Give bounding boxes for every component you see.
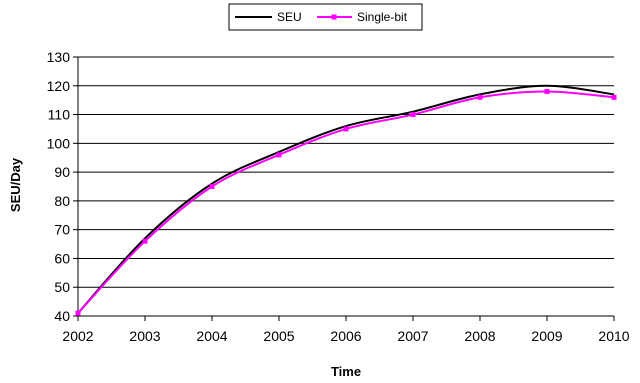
x-axis-label: Time <box>331 364 361 379</box>
data-point <box>343 126 349 132</box>
legend-single-bit-label: Single-bit <box>357 10 408 24</box>
y-tick-label: 70 <box>54 222 70 238</box>
y-tick-label: 40 <box>54 308 70 324</box>
data-point <box>75 310 81 316</box>
series-seu <box>77 84 615 314</box>
y-tick-label: 100 <box>47 135 71 151</box>
legend: SEU Single-bit <box>228 3 423 31</box>
data-point <box>544 89 550 95</box>
x-tick-label: 2002 <box>62 328 93 344</box>
y-tick-label: 50 <box>54 279 70 295</box>
x-tick-label: 2009 <box>531 328 562 344</box>
data-point <box>410 112 416 118</box>
series-layer <box>75 84 617 316</box>
x-tick-label: 2007 <box>397 328 428 344</box>
y-tick-labels: 40 50 60 70 80 90 100 110 120 130 <box>47 49 78 324</box>
x-tick-label: 2003 <box>129 328 160 344</box>
data-point <box>209 184 215 189</box>
x-tick-label: 2010 <box>598 328 629 344</box>
data-point <box>142 238 148 244</box>
legend-single-bit-marker <box>331 14 337 20</box>
axes <box>77 57 614 317</box>
data-point <box>611 94 617 100</box>
y-tick-label: 110 <box>48 107 71 123</box>
data-point <box>276 152 282 158</box>
x-tick-label: 2008 <box>464 328 495 344</box>
y-tick-label: 120 <box>47 78 71 94</box>
y-tick-label: 130 <box>47 49 71 65</box>
x-tick-label: 2006 <box>330 328 361 344</box>
y-tick-label: 90 <box>54 164 70 180</box>
y-tick-label: 80 <box>54 193 70 209</box>
y-tick-label: 60 <box>54 250 70 266</box>
series-line <box>77 84 615 314</box>
y-axis-label: SEU/Day <box>8 157 23 212</box>
x-tick-label: 2005 <box>263 328 294 344</box>
x-tick-labels: 2002 2003 2004 2005 2006 2007 2008 2009 2010 <box>62 316 630 344</box>
gridlines <box>78 56 614 288</box>
x-tick-label: 2004 <box>196 328 227 344</box>
series-line <box>77 90 615 314</box>
legend-seu-label: SEU <box>277 10 302 24</box>
data-point <box>477 94 483 100</box>
series-single-bit <box>75 89 617 316</box>
